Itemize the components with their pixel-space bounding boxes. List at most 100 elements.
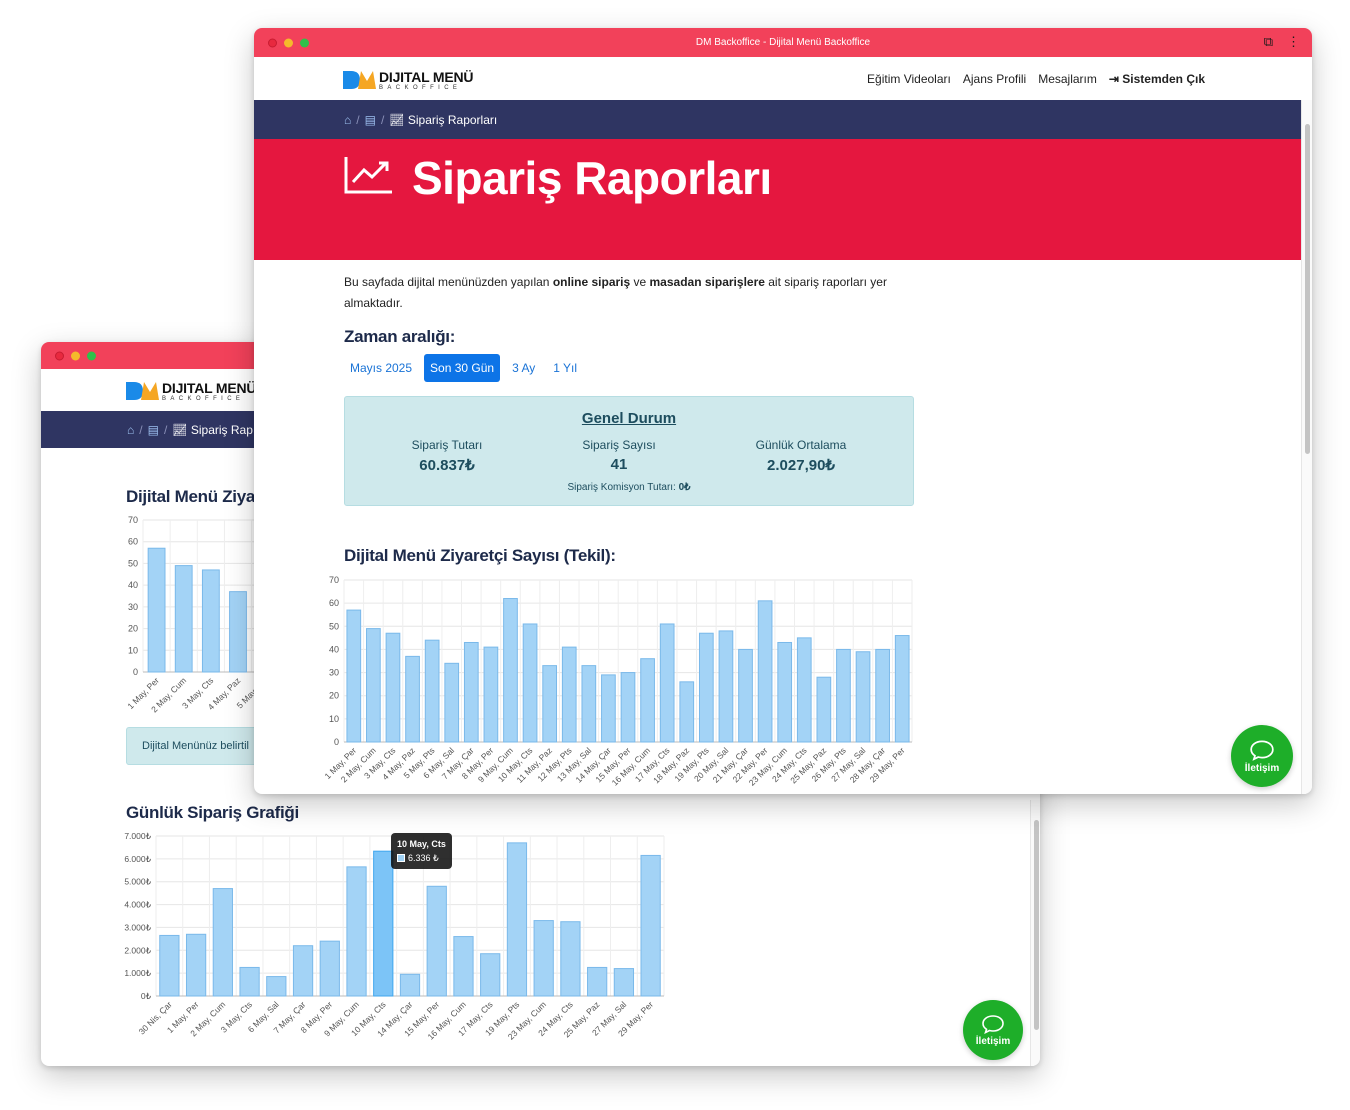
store-icon[interactable]: ▤: [364, 112, 376, 127]
back-visitor-title: Dijital Menü Ziyar: [126, 487, 262, 506]
contact-button[interactable]: İletişim: [1231, 725, 1293, 787]
y-tick-label: 40: [128, 580, 138, 590]
chart-bar[interactable]: [373, 850, 394, 997]
chart-bar[interactable]: [836, 648, 851, 743]
chart-bar[interactable]: [522, 623, 538, 743]
chart-bar[interactable]: [229, 591, 247, 673]
chart-bar[interactable]: [601, 674, 616, 743]
chart-bar[interactable]: [503, 598, 518, 743]
chart-bar[interactable]: [816, 676, 832, 743]
menu-training-videos[interactable]: Eğitim Videoları: [867, 72, 951, 86]
chart-bar[interactable]: [875, 648, 890, 743]
chart-bar[interactable]: [426, 885, 447, 997]
chart-bar[interactable]: [679, 681, 695, 743]
back-contact-button[interactable]: İletişim: [963, 1000, 1023, 1060]
front-title-bar: DM Backoffice - Dijital Menü Backoffice …: [254, 28, 1312, 57]
chart-bar[interactable]: [463, 641, 479, 743]
chart-bar[interactable]: [757, 600, 773, 743]
chart-bar[interactable]: [542, 665, 558, 743]
y-tick-label: 70: [329, 575, 339, 585]
chart-bar[interactable]: [581, 665, 597, 743]
chart-bar[interactable]: [620, 672, 636, 743]
menu-logout[interactable]: ⇥ Sistemden Çık: [1109, 72, 1205, 86]
top-menu: Eğitim Videoları Ajans Profili Mesajları…: [867, 72, 1205, 86]
more-options-icon[interactable]: ⋮: [1287, 34, 1300, 49]
chart-bar[interactable]: [212, 888, 233, 997]
chart-bar[interactable]: [147, 547, 166, 673]
chart-bar[interactable]: [894, 635, 910, 743]
chart-bar[interactable]: [266, 976, 287, 997]
close-window-button[interactable]: [268, 38, 277, 47]
chart-bar[interactable]: [796, 637, 812, 743]
chart-bar[interactable]: [718, 630, 734, 743]
front-logo[interactable]: DIJITAL MENÜ BACKOFFICE: [343, 68, 474, 91]
chart-bar[interactable]: [346, 866, 367, 997]
minimize-window-button[interactable]: [71, 351, 80, 360]
front-scrollbar[interactable]: [1301, 100, 1312, 794]
chart-bar[interactable]: [201, 569, 220, 673]
chart-bar[interactable]: [640, 658, 655, 743]
contact-label: İletişim: [1244, 762, 1280, 774]
chart-bar[interactable]: [399, 973, 421, 997]
commission-label: Sipariş Komisyon Tutarı:: [567, 482, 676, 493]
front-scroll-thumb[interactable]: [1305, 124, 1310, 454]
chart-bar[interactable]: [738, 648, 753, 743]
back-scrollbar[interactable]: [1030, 800, 1040, 1066]
chart-bar[interactable]: [424, 639, 440, 743]
tooltip-title: 10 May, Cts: [397, 839, 446, 849]
chart-bar[interactable]: [855, 651, 871, 743]
range-last-30-days[interactable]: Son 30 Gün: [424, 354, 501, 382]
home-icon[interactable]: ⌂: [344, 112, 352, 127]
logo-subtitle: BACKOFFICE: [379, 84, 462, 91]
range-may-2025[interactable]: Mayıs 2025: [350, 361, 413, 375]
chart-bar[interactable]: [561, 646, 577, 743]
menu-messages[interactable]: Mesajlarım: [1038, 72, 1097, 86]
y-tick-label: 30: [329, 668, 339, 678]
extension-icon[interactable]: ⧉: [1263, 34, 1273, 49]
stat-label: Günlük Ortalama: [755, 438, 847, 452]
daily-order-chart[interactable]: 0₺ 1.000₺ 2.000₺ 3.000₺ 4.000₺ 5.000₺ 6.000₺ 7.…: [111, 830, 671, 1060]
chart-bar[interactable]: [480, 953, 501, 997]
chart-bar[interactable]: [613, 968, 635, 997]
back-logo[interactable]: DIJITAL MENÜ BACKOFFICE: [126, 380, 257, 402]
back-scroll-thumb[interactable]: [1034, 820, 1039, 1030]
maximize-window-button[interactable]: [87, 351, 96, 360]
chart-bar[interactable]: [174, 565, 193, 673]
chart-bar[interactable]: [659, 623, 675, 743]
chart-bar[interactable]: [319, 940, 340, 997]
chart-bar[interactable]: [533, 920, 554, 997]
chart-bar[interactable]: [506, 842, 528, 997]
range-3-months[interactable]: 3 Ay: [512, 361, 536, 375]
range-1-year[interactable]: 1 Yıl: [553, 361, 578, 375]
y-tick-label: 10: [128, 645, 138, 655]
chart-bar[interactable]: [640, 854, 661, 997]
chart-bar[interactable]: [587, 966, 608, 997]
chart-bar[interactable]: [366, 628, 381, 743]
store-icon[interactable]: ▤: [147, 422, 159, 437]
chart-bar[interactable]: [346, 609, 362, 743]
chart-bar[interactable]: [405, 655, 420, 743]
chart-bar[interactable]: [777, 641, 793, 743]
home-icon[interactable]: ⌂: [127, 422, 135, 437]
minimize-window-button[interactable]: [284, 38, 293, 47]
range-title: Zaman aralığı:: [344, 327, 456, 346]
chart-bar[interactable]: [560, 921, 581, 997]
summary-card: Genel Durum Sipariş Tutarı 60.837₺ Sipar…: [344, 396, 914, 506]
visitor-chart-title: Dijital Menü Ziyaretçi Sayısı (Tekil):: [344, 546, 616, 565]
chart-bar[interactable]: [453, 936, 474, 997]
chart-bar[interactable]: [483, 646, 499, 743]
chart-bar[interactable]: [239, 966, 260, 997]
logo-name: DIJITAL MENÜ: [379, 68, 474, 85]
close-window-button[interactable]: [55, 351, 64, 360]
menu-agency-profile[interactable]: Ajans Profili: [962, 72, 1027, 86]
chart-bar[interactable]: [385, 632, 401, 743]
chart-bar[interactable]: [185, 933, 207, 997]
chart-bar[interactable]: [698, 632, 714, 743]
chart-bar[interactable]: [444, 662, 460, 743]
commission-line: Sipariş Komisyon Tutarı: 0₺: [345, 482, 913, 493]
y-tick-label: 7.000₺: [124, 831, 151, 841]
chart-bar[interactable]: [159, 934, 180, 997]
chart-bar[interactable]: [292, 945, 314, 997]
maximize-window-button[interactable]: [300, 38, 309, 47]
